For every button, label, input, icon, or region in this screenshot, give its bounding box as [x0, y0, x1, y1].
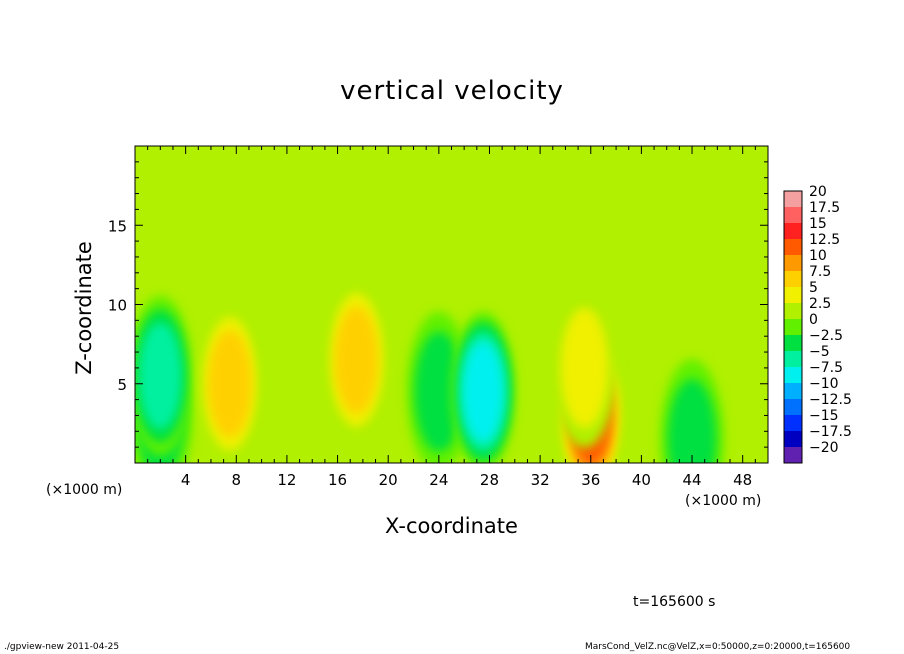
colorbar-swatch-14 [784, 415, 802, 431]
colorbar: 2017.51512.5107.552.50−2.5−5−7.5−10−12.5… [783, 184, 852, 464]
colorbar-swatch-0 [784, 191, 802, 207]
field-blob-9-2 [668, 379, 717, 463]
time-label: t=165600 s [633, 594, 716, 610]
colorbar-label-5: 7.5 [809, 264, 831, 280]
x-tick-label-16: 16 [328, 471, 347, 489]
colorbar-label-13: −12.5 [809, 392, 852, 408]
colorbar-swatch-16 [784, 447, 802, 463]
colorbar-label-0: 20 [809, 184, 827, 200]
x-tick-label-20: 20 [379, 471, 398, 489]
colorbar-label-2: 15 [809, 216, 827, 232]
x-tick-label-8: 8 [232, 471, 242, 489]
footer-right: MarsCond_VelZ.nc@VelZ,x=0:50000,z=0:2000… [585, 642, 851, 652]
colorbar-swatch-15 [784, 431, 802, 447]
colorbar-swatch-10 [784, 351, 802, 367]
x-tick-label-28: 28 [480, 471, 499, 489]
colorbar-label-3: 12.5 [809, 232, 840, 248]
colorbar-label-7: 2.5 [809, 296, 831, 312]
colorbar-label-11: −7.5 [809, 360, 843, 376]
colorbar-label-15: −17.5 [809, 424, 852, 440]
colorbar-label-14: −15 [809, 408, 839, 424]
x-tick-label-24: 24 [429, 471, 448, 489]
field-blob-2-3 [208, 330, 252, 438]
footer-left: ./gpview-new 2011-04-25 [4, 642, 120, 652]
x-unit-label-left: (×1000 m) [46, 482, 123, 498]
colorbar-swatch-7 [784, 303, 802, 319]
field-blob-7-2 [560, 307, 609, 428]
colorbar-swatch-11 [784, 367, 802, 383]
x-tick-label-12: 12 [277, 471, 296, 489]
y-tick-label-5: 5 [117, 376, 127, 394]
colorbar-swatch-4 [784, 255, 802, 271]
y-axis-label: Z-coordinate [72, 241, 96, 375]
colorbar-frame [783, 190, 803, 464]
x-tick-label-36: 36 [581, 471, 600, 489]
colorbar-swatch-8 [784, 319, 802, 335]
x-axis-label: X-coordinate [385, 514, 518, 538]
x-tick-label-32: 32 [531, 471, 550, 489]
chart-title: vertical velocity [340, 76, 564, 106]
colorbar-label-12: −10 [809, 376, 839, 392]
x-tick-label-44: 44 [682, 471, 701, 489]
colorbar-swatch-5 [784, 271, 802, 287]
colorbar-label-6: 5 [809, 280, 818, 296]
field-blob-3-3 [335, 306, 378, 414]
colorbar-label-4: 10 [809, 248, 827, 264]
colorbar-label-16: −20 [809, 440, 839, 456]
y-tick-label-15: 15 [108, 217, 127, 235]
x-tick-label-48: 48 [733, 471, 752, 489]
colorbar-swatch-3 [784, 239, 802, 255]
y-tick-label-10: 10 [108, 297, 127, 315]
colorbar-label-10: −5 [809, 344, 830, 360]
x-tick-label-4: 4 [181, 471, 191, 489]
colorbar-label-8: 0 [809, 312, 818, 328]
x-tick-label-40: 40 [632, 471, 651, 489]
colorbar-swatch-13 [784, 399, 802, 415]
colorbar-swatch-2 [784, 223, 802, 239]
colorbar-label-9: −2.5 [809, 328, 843, 344]
colorbar-swatch-6 [784, 287, 802, 303]
colorbar-swatch-1 [784, 207, 802, 223]
colorbar-label-1: 17.5 [809, 200, 840, 216]
velocity-field [135, 146, 768, 463]
field-blob-5-4 [463, 341, 504, 442]
colorbar-swatch-12 [784, 383, 802, 399]
field-blob-4-2 [414, 331, 463, 452]
field-blob-1-3 [138, 322, 182, 430]
x-unit-label-right: (×1000 m) [685, 493, 762, 509]
colorbar-swatch-9 [784, 335, 802, 351]
